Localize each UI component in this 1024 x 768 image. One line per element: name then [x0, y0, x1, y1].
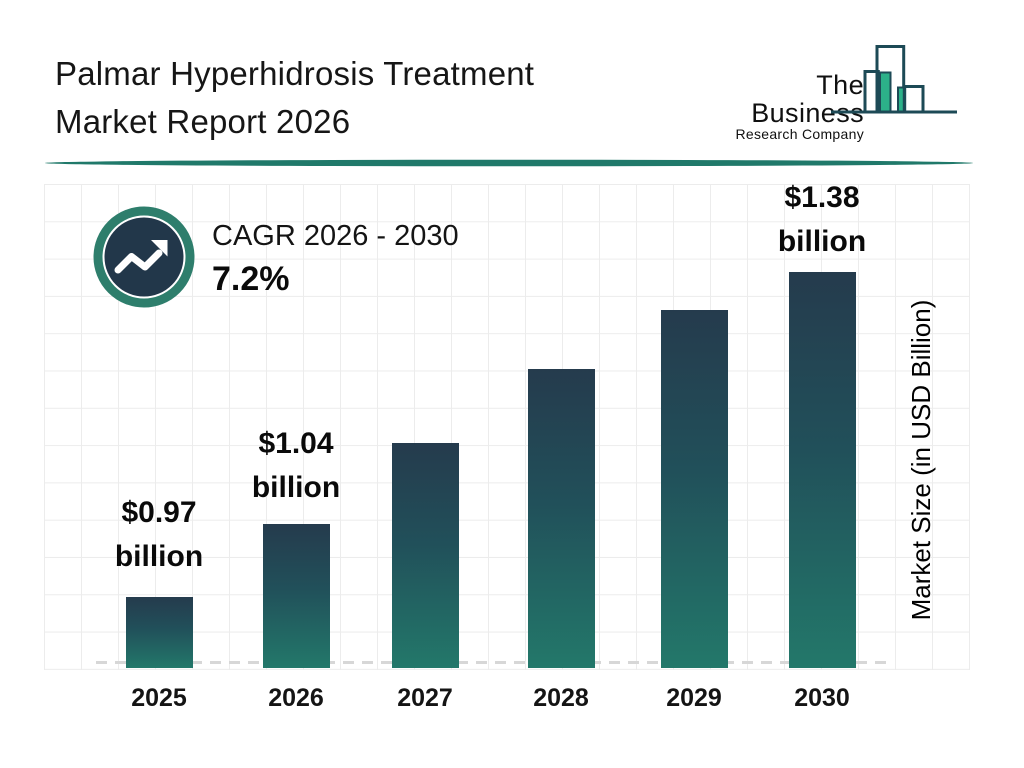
teal-divider [45, 159, 973, 167]
value-label-2026: $1.04 billion [251, 427, 341, 504]
x-tick-label-2030: 2030 [794, 684, 850, 712]
x-tick-label-2025: 2025 [131, 684, 187, 712]
cagr-period-label: CAGR 2026 - 2030 [212, 220, 459, 252]
page-title-line1: Palmar Hyperhidrosis Treatment [55, 55, 535, 92]
x-tick-label-2027: 2027 [397, 684, 453, 712]
bar-2027 [391, 443, 459, 668]
bar-2025 [125, 597, 193, 668]
bar-2030 [788, 272, 856, 668]
company-logo-text: The Business Research Company [722, 71, 864, 142]
trending-up-icon [93, 206, 195, 308]
x-tick-label-2026: 2026 [268, 684, 324, 712]
x-axis-dashed-baseline [96, 661, 890, 664]
x-tick-label-2028: 2028 [533, 684, 589, 712]
y-axis-title: Market Size (in USD Billion) [906, 299, 936, 621]
cagr-callout: CAGR 2026 - 2030 7.2% [212, 219, 459, 299]
cagr-value: 7.2% [212, 260, 290, 298]
bar-2028 [527, 369, 595, 668]
company-subname: Research Company [735, 126, 864, 142]
value-label-2030: $1.38 billion [777, 181, 867, 258]
bar-2029 [660, 310, 728, 668]
value-label-2025: $0.97 billion [114, 496, 204, 573]
bar-2026 [262, 524, 330, 668]
page-title-line2: Market Report 2026 [55, 103, 351, 140]
company-logo: The Business Research Company [722, 40, 982, 142]
x-tick-label-2029: 2029 [666, 684, 722, 712]
skyline-chart-icon [831, 45, 957, 114]
page-title: Palmar Hyperhidrosis Treatment Market Re… [55, 50, 675, 146]
